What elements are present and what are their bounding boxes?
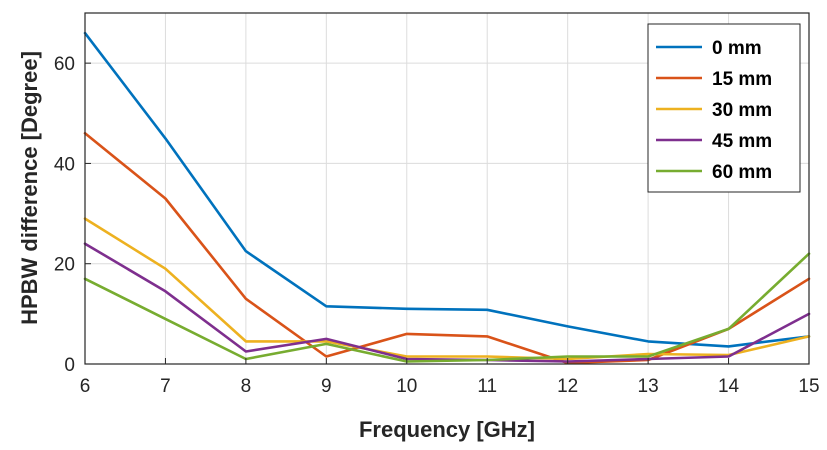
legend-label: 45 mm <box>712 131 772 152</box>
y-tick-label: 40 <box>54 154 75 175</box>
x-tick-label: 11 <box>477 376 497 397</box>
x-axis-ticks: 6 7 8 9 10 11 12 13 14 15 <box>80 358 820 397</box>
y-axis-title: HPBW difference [Degree] <box>17 51 42 325</box>
x-tick-label: 10 <box>396 376 417 397</box>
x-tick-label: 6 <box>80 376 91 397</box>
plot-frame <box>84 12 810 365</box>
x-tick-label: 9 <box>321 376 332 397</box>
series-lines <box>83 31 811 365</box>
legend-label: 60 mm <box>712 162 772 183</box>
x-tick-label: 15 <box>798 376 819 397</box>
x-tick-label: 7 <box>160 376 171 397</box>
series-line-15-mm <box>83 132 811 365</box>
legend-label: 0 mm <box>712 38 762 59</box>
x-axis-title: Frequency [GHz] <box>359 417 535 442</box>
legend-label: 30 mm <box>712 100 772 121</box>
x-tick-label: 13 <box>638 376 659 397</box>
legend: 0 mm 15 mm 30 mm 45 mm 60 mm <box>647 23 801 193</box>
y-axis-ticks: 0 20 40 60 <box>54 54 91 376</box>
series-line-60-mm <box>83 252 811 363</box>
x-tick-label: 14 <box>718 376 740 397</box>
y-tick-label: 0 <box>64 355 75 376</box>
x-tick-label: 8 <box>241 376 252 397</box>
series-line-30-mm <box>83 217 811 361</box>
legend-label: 15 mm <box>712 69 772 90</box>
y-tick-label: 20 <box>54 255 75 276</box>
x-tick-label: 12 <box>557 376 578 397</box>
y-tick-label: 60 <box>54 54 75 75</box>
